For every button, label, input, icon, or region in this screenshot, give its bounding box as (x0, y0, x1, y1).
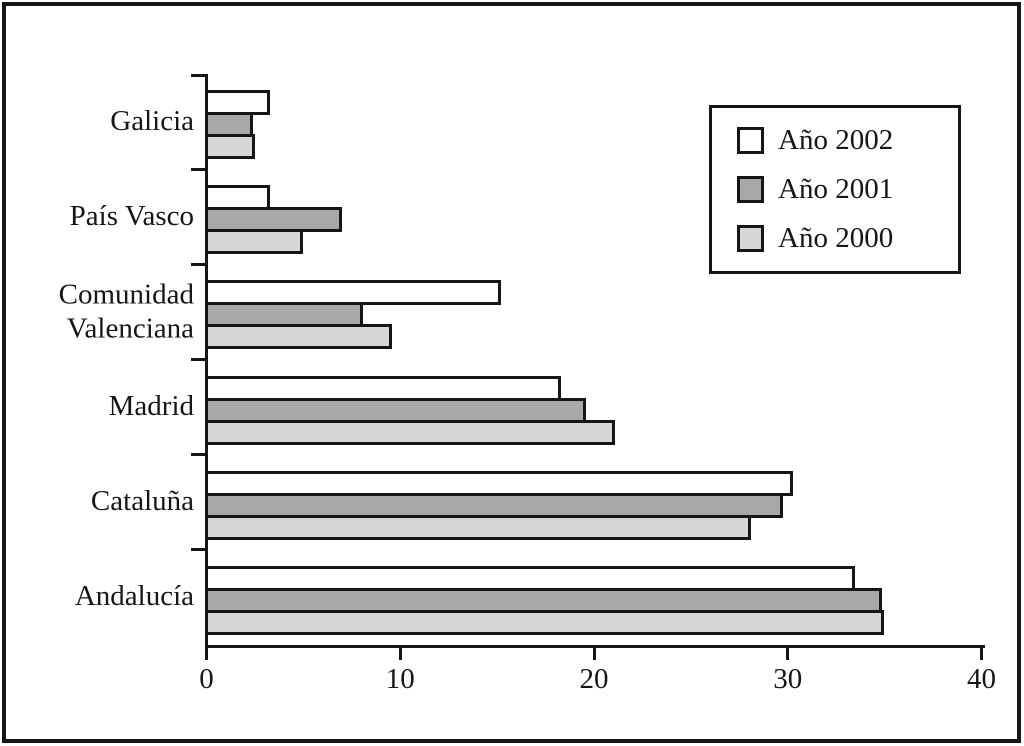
bar-cataluña-año-2000 (205, 514, 751, 540)
y-axis-tick (191, 74, 206, 77)
category-label: País Vasco (69, 199, 194, 232)
y-axis-tick (191, 167, 206, 171)
category-label: Cataluña (90, 485, 194, 518)
legend-box: Año 2002 Año 2001 Año 2000 (709, 105, 961, 274)
legend-swatch (737, 176, 764, 203)
y-axis-line (205, 74, 208, 648)
legend-item: Año 2002 (737, 124, 958, 157)
bar-madrid-año-2001 (205, 397, 586, 423)
category-label: Madrid (108, 390, 194, 423)
legend-swatch (737, 127, 764, 154)
bar-galicia-año-2000 (205, 134, 255, 159)
legend-item: Año 2000 (737, 222, 958, 255)
y-axis-tick (191, 262, 206, 266)
legend-swatch (737, 225, 764, 252)
y-axis-tick (191, 358, 206, 361)
x-axis-tick (592, 645, 596, 660)
y-axis-tick (191, 453, 206, 457)
x-tick-label: 20 (579, 663, 609, 695)
category-label: Galicia (110, 104, 194, 137)
category-label: Comunidad Valenciana (58, 278, 194, 344)
legend-label: Año 2001 (778, 173, 894, 205)
legend-label: Año 2002 (778, 124, 894, 156)
x-tick-label: 10 (385, 663, 415, 695)
y-axis-tick (191, 548, 206, 552)
x-axis-tick (786, 645, 790, 660)
x-axis-tick (205, 645, 208, 660)
bar-país-vasco-año-2000 (205, 229, 303, 255)
x-axis-tick (398, 645, 402, 660)
legend-label: Año 2000 (778, 222, 894, 254)
bar-comunidad-valenciana-año-2000 (205, 324, 392, 350)
category-label: Andalucía (74, 580, 194, 613)
bar-andalucía-año-2000 (205, 609, 884, 635)
legend-item: Año 2001 (737, 173, 958, 206)
x-tick-label: 40 (967, 663, 996, 695)
x-tick-label: 30 (773, 663, 803, 695)
x-axis-tick (980, 645, 983, 660)
x-tick-label: 0 (199, 663, 214, 695)
bar-comunidad-valenciana-año-2001 (205, 302, 363, 328)
bar-madrid-año-2000 (205, 419, 615, 445)
